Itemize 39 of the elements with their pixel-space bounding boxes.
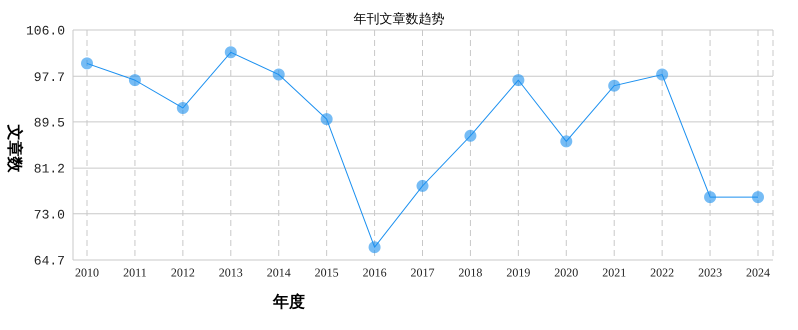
point [81,57,93,70]
point [176,102,189,114]
x-tick-label: 2012 [170,266,195,280]
x-tick-label: 2018 [458,266,482,280]
x-tick-label: 2022 [650,266,674,280]
point [704,191,716,204]
y-tick-label: 106.0 [26,24,65,39]
point [608,80,620,92]
y-tick-label: 89.5 [34,116,65,131]
point [224,46,237,58]
x-tick-label: 2021 [602,266,626,280]
y-tick-label: 73.0 [34,207,65,222]
point [368,241,381,254]
point [272,68,285,81]
x-tick-label: 2014 [266,266,291,280]
x-tick-label: 2017 [410,266,434,280]
point [416,180,428,192]
x-tick-label: 2015 [314,266,339,280]
x-tick-label: 2010 [75,266,99,280]
x-tick-label: 2019 [506,266,530,280]
chart-title: 年刊文章数趋势 [354,11,444,26]
point [320,113,333,126]
x-tick-label: 2024 [746,266,770,280]
x-tick-label: 2020 [554,266,578,280]
y-tick-label: 64.7 [34,254,65,269]
x-tick-label: 2016 [362,266,387,280]
point [656,68,668,81]
x-tick-label: 2013 [218,266,243,280]
y-axis-title: 文章数 [4,124,24,174]
x-axis-title: 年度 [273,292,305,313]
x-tick-label: 2011 [123,266,147,280]
y-tick-label: 97.7 [34,70,65,85]
point [128,74,141,86]
x-tick-label: 2023 [698,266,722,280]
point [560,135,572,148]
point [512,74,524,86]
y-tick-label: 81.2 [34,162,65,177]
point [464,130,476,142]
point [752,191,764,204]
